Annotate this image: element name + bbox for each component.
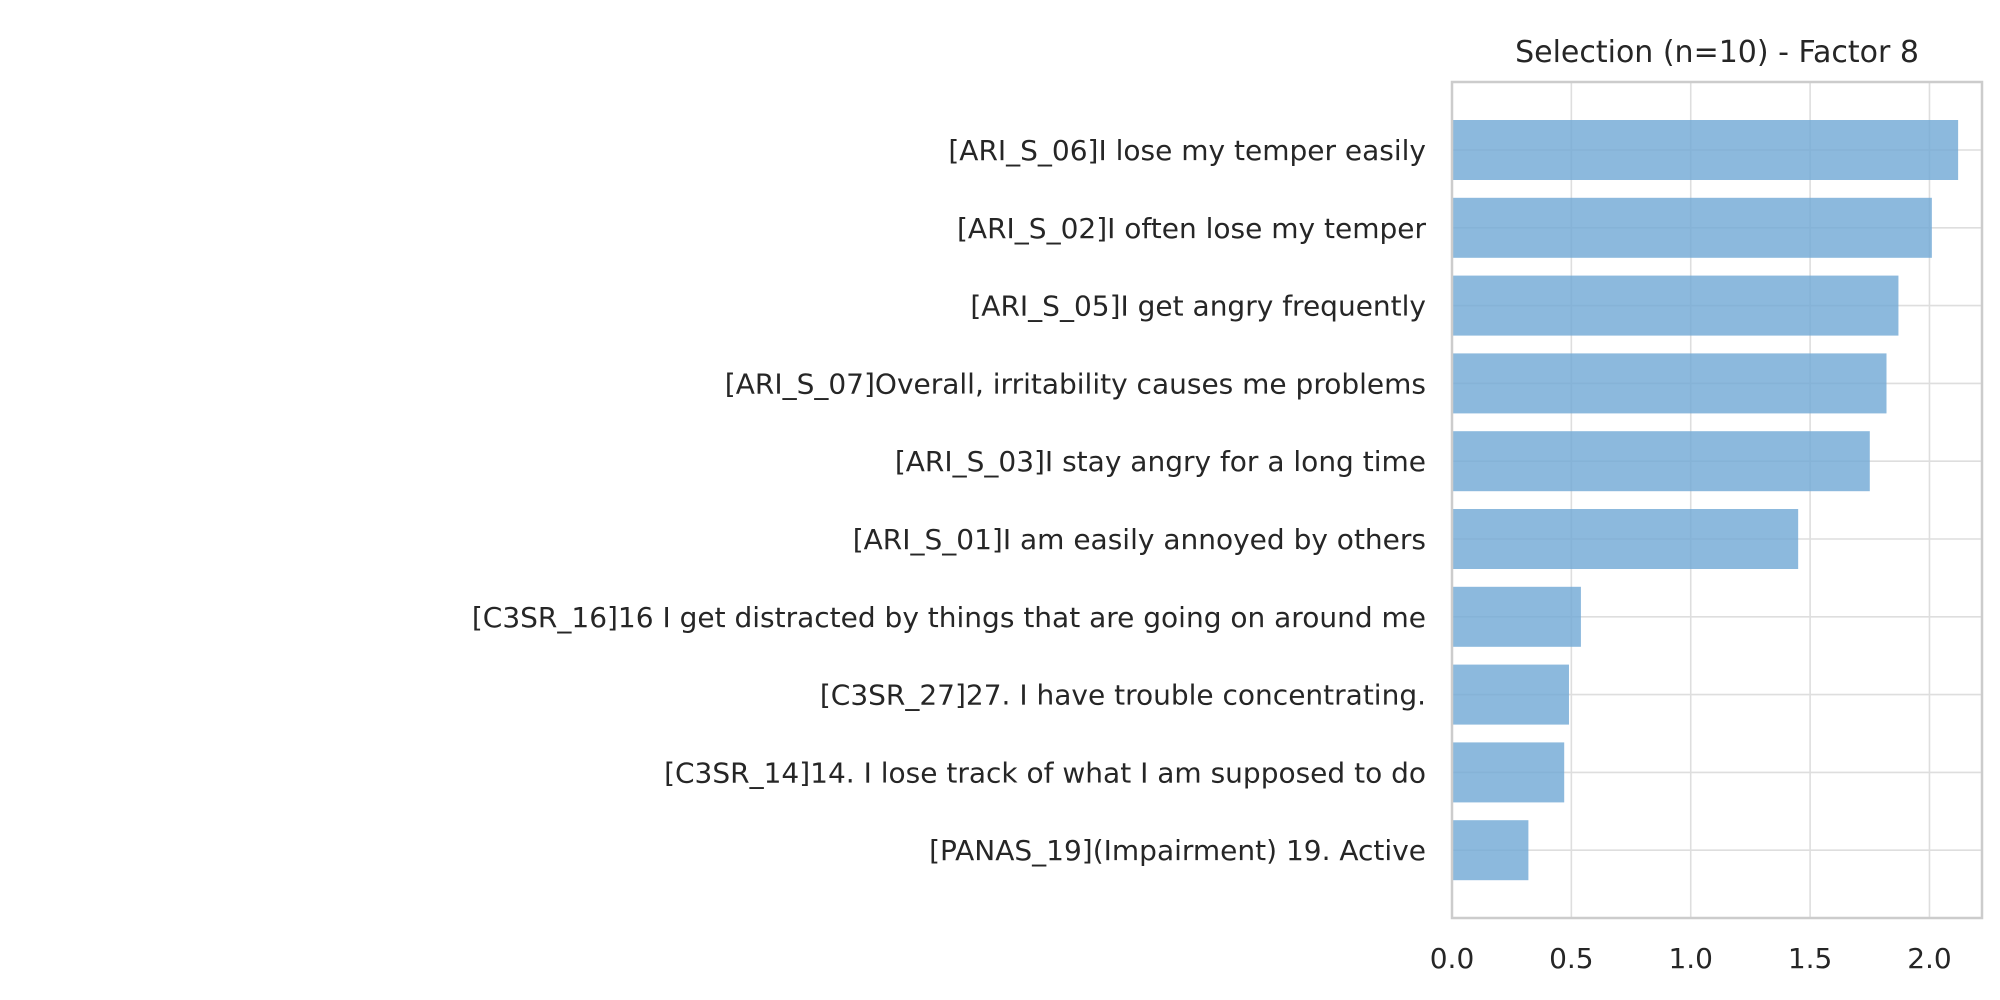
chart-title: Selection (n=10) - Factor 8	[1515, 35, 1919, 70]
category-label: [ARI_S_07]Overall, irritability causes m…	[725, 367, 1426, 400]
bar	[1452, 275, 1899, 336]
bar	[1452, 431, 1870, 492]
x-tick-label: 2.0	[1907, 942, 1952, 975]
bar	[1452, 586, 1581, 647]
x-tick-label: 0.5	[1549, 942, 1594, 975]
category-label: [ARI_S_02]I often lose my temper	[957, 212, 1426, 245]
bar	[1452, 353, 1887, 414]
plot-frame	[1450, 80, 1984, 920]
category-labels: [ARI_S_06]I lose my temper easily [ARI_S_…	[472, 134, 1427, 867]
x-axis-ticks: 0.0 0.5 1.0 1.5 2.0	[1430, 942, 1952, 975]
x-tick-label: 1.0	[1668, 942, 1713, 975]
bar	[1452, 197, 1932, 258]
bars	[1452, 120, 1959, 881]
category-label: [C3SR_27]27. I have trouble concentratin…	[820, 679, 1426, 712]
bar	[1452, 120, 1959, 180]
category-label: [ARI_S_03]I stay angry for a long time	[895, 445, 1426, 478]
category-label: [ARI_S_05]I get angry frequently	[970, 290, 1426, 323]
x-tick-label: 0.0	[1430, 942, 1475, 975]
category-label: [ARI_S_01]I am easily annoyed by others	[853, 523, 1426, 556]
bar	[1452, 820, 1529, 881]
category-label: [C3SR_16]16 I get distracted by things t…	[472, 601, 1426, 634]
bar	[1452, 742, 1565, 803]
category-label: [ARI_S_06]I lose my temper easily	[948, 134, 1426, 167]
x-tick-label: 1.5	[1788, 942, 1833, 975]
bar	[1452, 509, 1799, 569]
bar	[1452, 664, 1569, 725]
category-label: [C3SR_14]14. I lose track of what I am s…	[664, 756, 1426, 789]
category-label: [PANAS_19](Impairment) 19. Active	[929, 834, 1426, 867]
